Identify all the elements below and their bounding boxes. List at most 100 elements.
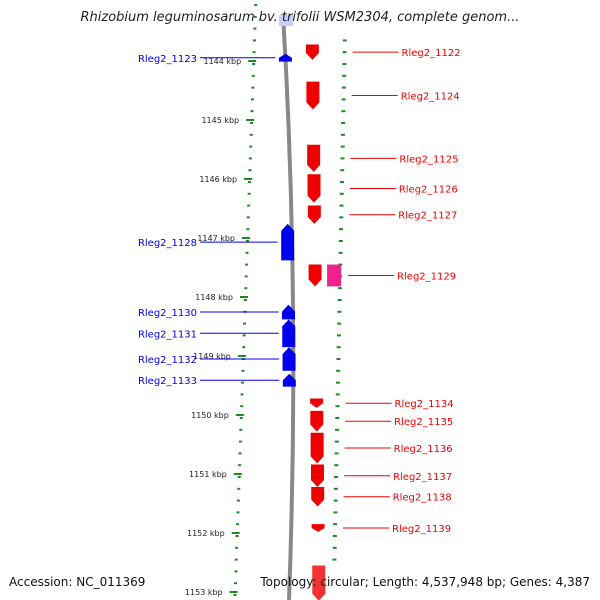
major-tick (235, 414, 244, 416)
minor-tick-inner (250, 110, 254, 113)
minor-tick-inner (246, 216, 250, 219)
gene-arrow (278, 53, 292, 62)
minor-tick-inner (244, 287, 248, 290)
minor-tick-inner (242, 346, 246, 349)
minor-tick-outer (332, 546, 337, 549)
minor-tick-outer (335, 393, 340, 396)
minor-tick-outer (336, 369, 341, 372)
minor-tick-outer (340, 169, 345, 172)
minor-tick-outer (333, 499, 338, 502)
minor-tick-outer (339, 204, 344, 207)
minor-tick-inner (245, 263, 249, 266)
kbp-tick-label: 1152 kbp (187, 529, 225, 538)
major-tick (248, 60, 257, 62)
kbp-tick-label: 1150 kbp (191, 411, 229, 420)
gene-arrow (310, 432, 324, 464)
gene-arrow (310, 410, 324, 432)
minor-tick-outer (338, 251, 343, 254)
gene-arrow (282, 373, 296, 387)
major-tick (239, 296, 248, 298)
gene-arrow (306, 81, 320, 110)
minor-tick-outer (337, 322, 342, 325)
major-tick (244, 178, 253, 180)
minor-tick-inner (247, 192, 251, 195)
minor-tick-inner (250, 122, 254, 124)
minor-tick-inner (240, 381, 244, 384)
major-tick (233, 473, 242, 475)
minor-tick-inner (233, 594, 237, 596)
minor-tick-inner (249, 133, 253, 136)
kbp-tick-label: 1145 kbp (201, 116, 239, 125)
gene-arrow (305, 44, 319, 60)
minor-tick-outer (334, 464, 339, 467)
minor-tick-inner (238, 452, 242, 455)
minor-tick-outer (336, 334, 341, 337)
gene-label: Rleg2_1124 (401, 92, 460, 103)
gene-label: Rleg2_1132 (138, 355, 197, 366)
minor-tick-inner (234, 558, 238, 561)
minor-tick-inner (236, 499, 240, 502)
minor-tick-inner (237, 476, 241, 478)
minor-tick-inner (240, 405, 244, 408)
minor-tick-outer (339, 192, 344, 195)
minor-tick-inner (254, 4, 258, 6)
minor-tick-inner (245, 251, 249, 254)
gene-arrow (308, 264, 322, 287)
minor-tick-inner (238, 440, 242, 443)
minor-tick-inner (237, 487, 241, 490)
minor-tick-outer (334, 452, 339, 455)
minor-tick-inner (245, 240, 249, 242)
gene-arrow (310, 464, 324, 487)
minor-tick-inner (253, 27, 257, 30)
minor-tick-outer (340, 157, 345, 160)
minor-tick-outer (337, 299, 342, 301)
minor-tick-inner (242, 334, 246, 337)
kbp-tick-label: 1147 kbp (197, 234, 235, 243)
minor-tick-inner (249, 145, 253, 148)
gene-arrow (307, 205, 321, 224)
minor-tick-inner (251, 74, 255, 77)
gene-label: Rleg2_1135 (394, 417, 453, 428)
minor-tick-inner (251, 86, 255, 89)
gene-highlight-block (327, 264, 342, 287)
minor-tick-inner (235, 535, 239, 537)
tick-layer: 1144 kbp 1145 kbp 1146 kbp 1147 kbp 1148 kbp… (185, 4, 347, 597)
minor-tick-outer (333, 511, 338, 514)
minor-tick-outer (337, 287, 342, 290)
minor-tick-outer (340, 145, 345, 148)
minor-tick-inner (248, 181, 252, 183)
genome-summary: Topology: circular; Length: 4,537,948 bp… (260, 575, 590, 589)
gene-label: Rleg2_1133 (138, 376, 197, 387)
minor-tick-outer (336, 346, 341, 349)
minor-tick-inner (252, 51, 256, 54)
minor-tick-inner (248, 169, 252, 172)
label-layer: Rleg2_1122 Rleg2_1123 Rleg2_1124 Rleg2_1125… (138, 48, 461, 535)
gene-arrow (281, 223, 295, 261)
gene-label: Rleg2_1130 (138, 308, 197, 319)
minor-tick-outer (342, 74, 347, 77)
minor-tick-inner (252, 39, 256, 42)
major-tick (231, 532, 240, 534)
minor-tick-inner (236, 523, 240, 526)
gene-label: Rleg2_1122 (402, 48, 461, 59)
genome-backbone (281, 13, 296, 600)
gene-label: Rleg2_1139 (392, 524, 451, 535)
gene-label: Rleg2_1127 (398, 211, 457, 222)
minor-tick-outer (332, 558, 337, 561)
minor-tick-inner (235, 546, 239, 549)
minor-tick-inner (246, 228, 250, 231)
minor-tick-outer (341, 86, 346, 89)
major-tick (246, 119, 255, 121)
minor-tick-inner (238, 464, 242, 467)
major-tick (242, 237, 251, 239)
minor-tick-outer (340, 133, 345, 136)
minor-tick-outer (335, 417, 340, 419)
minor-tick-outer (341, 122, 346, 124)
gene-label: Rleg2_1125 (399, 154, 458, 165)
minor-tick-inner (234, 570, 238, 573)
minor-tick-outer (333, 487, 338, 490)
gene-label: Rleg2_1126 (399, 184, 458, 195)
minor-tick-inner (244, 275, 248, 278)
gene-label: Rleg2_1136 (394, 444, 453, 455)
gene-label: Rleg2_1128 (138, 238, 197, 249)
